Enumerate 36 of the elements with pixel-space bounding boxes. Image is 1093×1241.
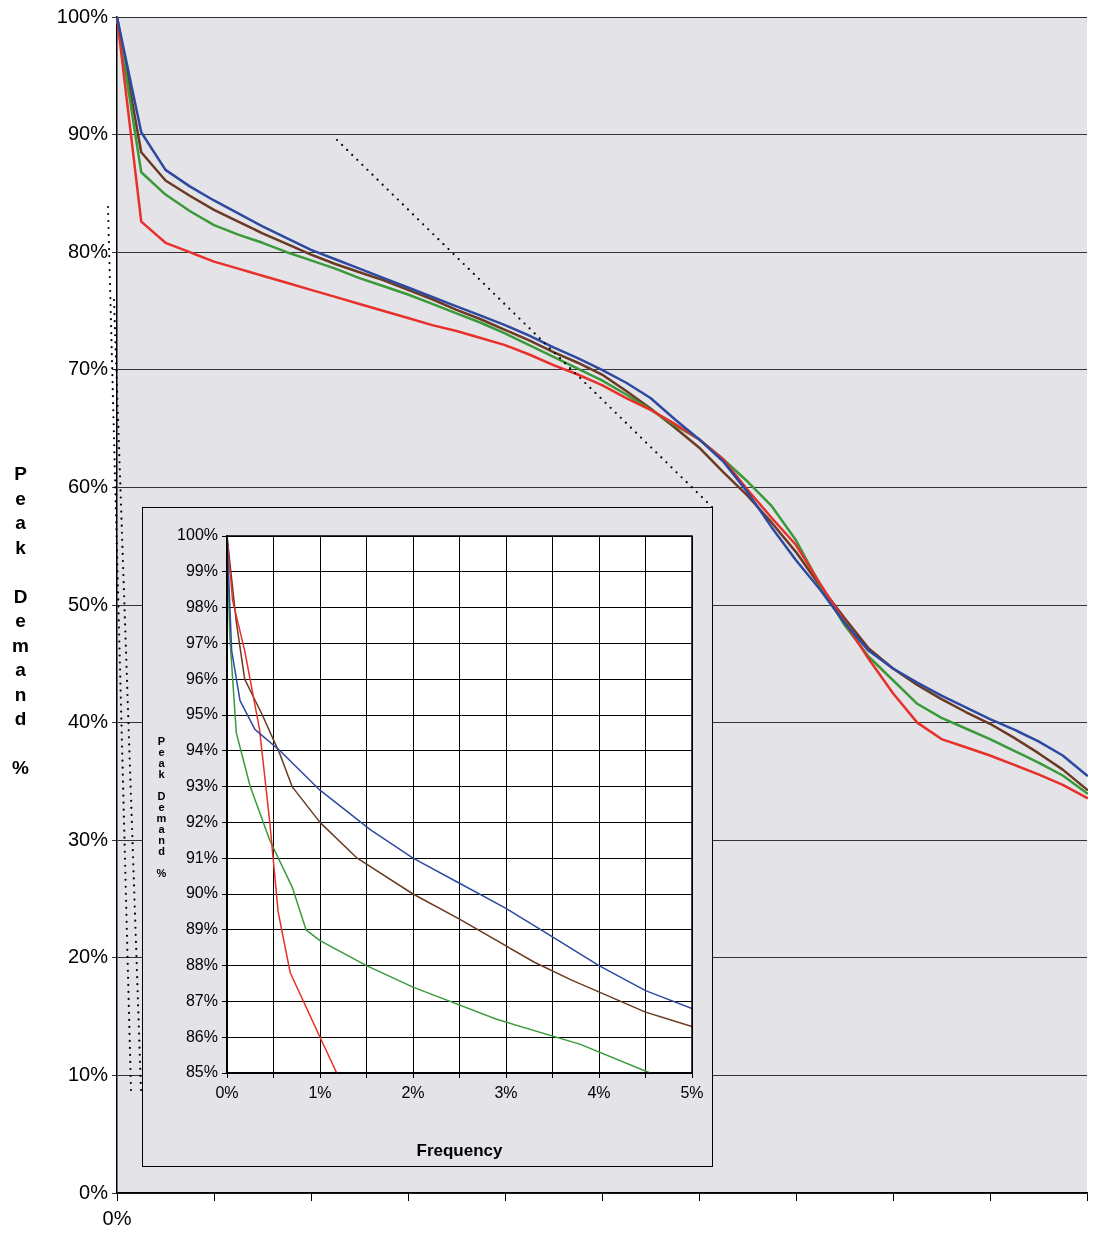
y-tick-label: 91%	[185, 848, 218, 866]
y-tick-label: 97%	[185, 633, 218, 651]
y-tick-label: 100%	[177, 526, 218, 544]
y-tick-label: 60%	[67, 474, 109, 497]
y-tick-label: 85%	[185, 1063, 218, 1081]
y-tick-label: 94%	[185, 741, 218, 759]
y-tick-label: 88%	[185, 956, 218, 974]
x-tick-label: 5%	[680, 1084, 704, 1102]
x-tick-label: 3%	[494, 1084, 518, 1102]
y-tick-label: 93%	[185, 777, 218, 795]
y-tick-label: 50%	[67, 592, 109, 615]
x-axis-title: Frequency	[416, 1141, 504, 1161]
y-tick-label: 40%	[67, 710, 109, 733]
text: Peak Demand %	[12, 463, 29, 778]
y-tick-label: 99%	[185, 562, 218, 580]
x-tick-label: 1%	[308, 1084, 332, 1102]
y-tick-label: 30%	[67, 827, 109, 850]
y-tick-label: 96%	[185, 669, 218, 687]
y-tick-label: 70%	[67, 357, 109, 380]
y-tick-label: 80%	[67, 239, 109, 262]
y-tick-label: 89%	[185, 920, 218, 938]
y-tick-label: 98%	[185, 598, 218, 616]
x-tick-label: 2%	[401, 1084, 425, 1102]
y-tick-label: 92%	[185, 812, 218, 830]
x-tick-label: 0%	[215, 1084, 239, 1102]
y-tick-label: 86%	[185, 1027, 218, 1045]
x-tick-label: 4%	[587, 1084, 611, 1102]
y-tick-label: 90%	[67, 122, 109, 145]
y-tick-label: 100%	[56, 4, 109, 27]
y-tick-label: 0%	[79, 1180, 109, 1203]
y-tick-label: 10%	[67, 1062, 109, 1085]
y-tick-label: 20%	[67, 945, 109, 968]
y-tick-label: 95%	[185, 705, 218, 723]
y-tick-label: 90%	[185, 884, 218, 902]
text: Peak Demand %	[156, 735, 167, 879]
y-tick-label: 87%	[185, 991, 218, 1009]
